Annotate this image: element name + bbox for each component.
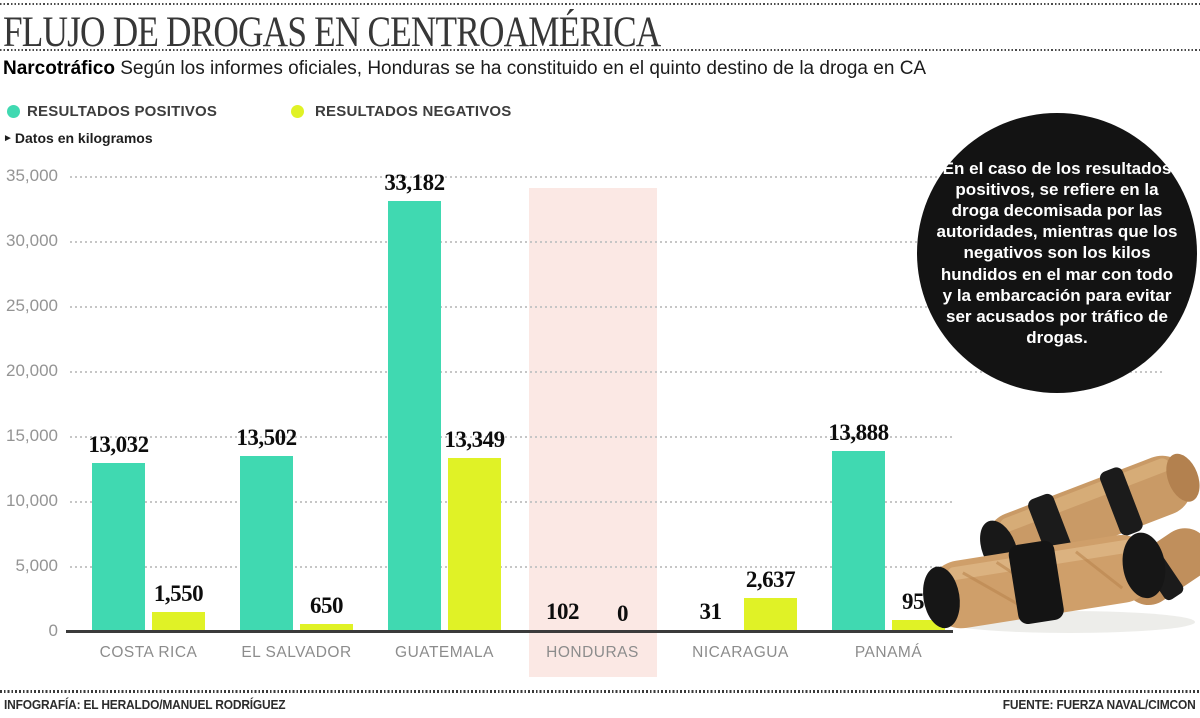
gridline-10000: [70, 501, 1165, 503]
bar-value-label: 650: [310, 592, 344, 618]
subtitle: Narcotráfico Según los informes oficiale…: [3, 58, 926, 80]
positive-legend-label: RESULTADOS POSITIVOS: [27, 103, 218, 120]
x-axis-label-nicaragua: NICARAGUA: [692, 644, 789, 661]
units-note-text: Datos en kilogramos: [14, 130, 153, 146]
x-axis-label-panama: PANAMÁ: [854, 644, 923, 661]
bar-value-label: 2,637: [745, 566, 796, 592]
legend: RESULTADOS POSITIVOS RESULTADOS NEGATIVO…: [0, 103, 1200, 121]
bar-value-label: 31: [699, 599, 723, 625]
annotation-text: En el caso de los resultados positivos, …: [936, 159, 1178, 347]
bar-value-label: 1,550: [153, 580, 204, 606]
positive-legend-dot-icon: [7, 105, 20, 118]
bar-negativos-nicaragua: [744, 597, 797, 632]
bar-positivos-panama: [832, 451, 885, 632]
bar-negativos-el-salvador: [300, 623, 353, 632]
bar-value-label: 13,888: [828, 420, 889, 446]
negative-legend-label: RESULTADOS NEGATIVOS: [315, 103, 512, 120]
bar-negativos-guatemala: [448, 458, 501, 632]
x-axis-label-guatemala: GUATEMALA: [395, 644, 494, 661]
x-axis-label-el-salvador: EL SALVADOR: [241, 644, 352, 661]
footer-source: FUENTE: FUERZA NAVAL/CIMCON: [1003, 697, 1196, 712]
bar-value-label: 102: [546, 599, 580, 625]
gridline-20000: [70, 371, 1165, 373]
y-axis-label: 30,000: [6, 231, 58, 250]
gridline-5000: [70, 566, 1165, 568]
x-axis-baseline: [66, 630, 956, 633]
bar-positivos-el-salvador: [240, 456, 293, 632]
page-title: FLUJO DE DROGAS EN CENTROAMÉRICA: [3, 9, 661, 56]
y-axis-label: 35,000: [6, 166, 58, 185]
bar-negativos-panama: [892, 619, 945, 632]
gridline-25000: [70, 306, 1165, 308]
annotation-circle: En el caso de los resultados positivos, …: [917, 113, 1197, 393]
footer-dotted-rule: [0, 690, 1200, 693]
triangle-bullet-icon: ►: [3, 133, 13, 144]
negative-legend-dot-icon: [291, 105, 304, 118]
gridline-30000: [70, 241, 1165, 243]
bar-positivos-guatemala: [388, 200, 441, 632]
y-axis-label: 0: [48, 621, 58, 640]
y-axis-label: 15,000: [6, 426, 58, 445]
bar-value-label: 0: [617, 601, 629, 626]
footer-credit: INFOGRAFÍA: EL HERALDO/MANUEL RODRÍGUEZ: [4, 697, 286, 712]
subtitle-kicker: Narcotráfico: [3, 58, 115, 79]
bar-value-label: 13,032: [88, 431, 149, 457]
bar-positivos-costa-rica: [92, 462, 145, 632]
top-dotted-rule: [0, 3, 1200, 5]
bar-negativos-costa-rica: [152, 611, 205, 632]
x-axis-label-costa-rica: COSTA RICA: [99, 644, 198, 661]
bar-value-label: 13,349: [444, 427, 505, 453]
x-axis-label-honduras: HONDURAS: [546, 644, 639, 661]
gridline-15000: [70, 436, 1165, 438]
y-axis-label: 25,000: [6, 296, 58, 315]
bar-value-label: 33,182: [384, 169, 445, 195]
units-note: ► Datos en kilogramos: [3, 130, 153, 146]
y-axis-label: 5,000: [15, 556, 58, 575]
gridline-35000: [70, 176, 1165, 178]
bar-value-label: 13,502: [236, 425, 297, 451]
package-bundle-front: [923, 532, 1166, 629]
drug-packages-image: [923, 415, 1200, 650]
y-axis-label: 20,000: [6, 361, 58, 380]
subtitle-text: Según los informes oficiales, Honduras s…: [114, 58, 927, 79]
y-axis-label: 10,000: [6, 491, 58, 510]
title-bottom-dotted-rule: [0, 49, 1200, 51]
highlight-band-honduras: [528, 188, 657, 677]
